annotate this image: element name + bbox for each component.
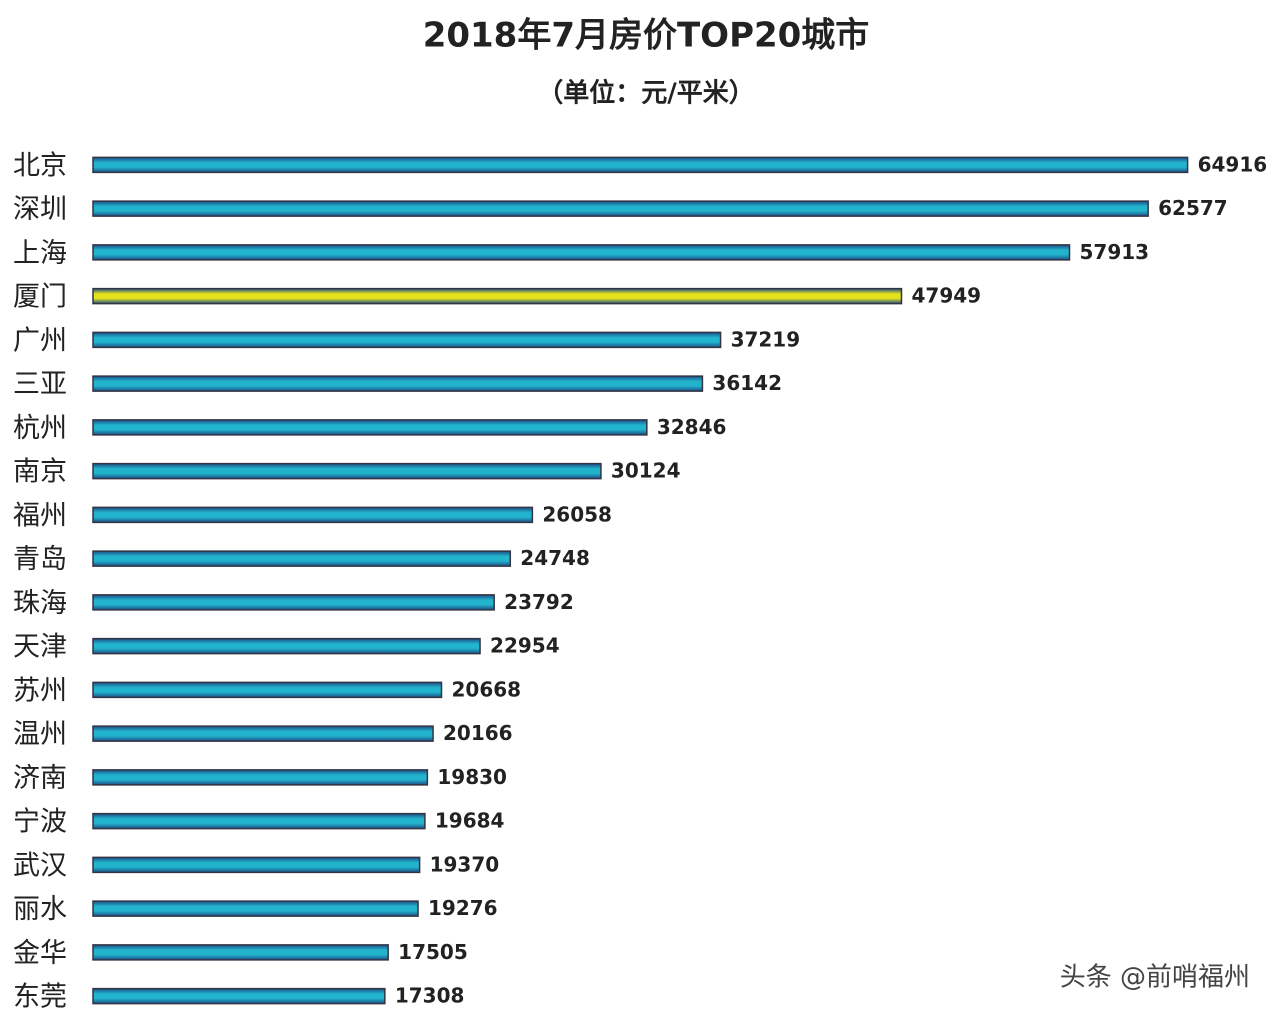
category-label: 福州 bbox=[13, 500, 67, 531]
value-label: 19276 bbox=[428, 896, 498, 920]
category-label: 宁波 bbox=[13, 807, 67, 838]
category-label: 青岛 bbox=[13, 544, 67, 575]
category-label: 天津 bbox=[13, 632, 67, 663]
category-label: 北京 bbox=[13, 150, 67, 181]
value-label: 23792 bbox=[504, 590, 574, 614]
category-label: 苏州 bbox=[13, 675, 67, 706]
category-label: 深圳 bbox=[13, 194, 67, 225]
value-label: 19370 bbox=[430, 852, 500, 876]
bar bbox=[92, 419, 648, 436]
bar bbox=[92, 725, 434, 742]
bar bbox=[92, 856, 421, 874]
category-label: 东莞 bbox=[13, 982, 67, 1013]
bar bbox=[92, 200, 1149, 217]
category-label: 上海 bbox=[13, 238, 67, 269]
bar bbox=[92, 900, 419, 917]
category-label: 杭州 bbox=[13, 413, 67, 444]
bar bbox=[92, 156, 1189, 174]
value-label: 30124 bbox=[611, 459, 681, 483]
value-label: 32846 bbox=[657, 415, 727, 439]
value-label: 37219 bbox=[731, 327, 801, 351]
category-label: 珠海 bbox=[13, 588, 67, 619]
bar bbox=[92, 506, 534, 524]
category-label: 金华 bbox=[13, 938, 67, 969]
value-label: 57913 bbox=[1080, 240, 1150, 264]
bar bbox=[92, 331, 722, 349]
value-label: 24748 bbox=[520, 546, 590, 570]
category-label: 三亚 bbox=[13, 369, 67, 400]
category-label: 厦门 bbox=[13, 282, 67, 313]
bar bbox=[92, 681, 443, 699]
value-label: 26058 bbox=[542, 502, 612, 526]
watermark: 头条 @前哨福州 bbox=[1060, 963, 1250, 993]
bar bbox=[92, 944, 389, 961]
value-label: 62577 bbox=[1158, 196, 1228, 220]
bar bbox=[92, 987, 386, 1005]
bar bbox=[92, 244, 1071, 261]
chart-title: 2018年7月房价TOP20城市 bbox=[423, 16, 870, 56]
category-label: 温州 bbox=[13, 719, 67, 750]
value-label: 19830 bbox=[437, 765, 507, 789]
bar bbox=[92, 637, 481, 655]
value-label: 19684 bbox=[435, 809, 505, 833]
bar bbox=[92, 550, 512, 567]
bar bbox=[92, 462, 602, 480]
value-label: 64916 bbox=[1198, 152, 1268, 176]
bar bbox=[92, 287, 903, 305]
category-label: 南京 bbox=[13, 457, 67, 488]
value-label: 36142 bbox=[712, 371, 782, 395]
bar bbox=[92, 594, 495, 611]
value-label: 20166 bbox=[443, 721, 513, 745]
category-label: 武汉 bbox=[13, 850, 67, 881]
value-label: 20668 bbox=[451, 677, 521, 701]
value-label: 47949 bbox=[911, 284, 981, 308]
bar bbox=[92, 769, 429, 786]
bar bbox=[92, 375, 704, 392]
value-label: 17505 bbox=[398, 940, 468, 964]
chart-subtitle: （单位：元/平米） bbox=[537, 78, 755, 109]
category-label: 济南 bbox=[13, 763, 67, 794]
value-label: 22954 bbox=[490, 634, 560, 658]
bar bbox=[92, 812, 426, 830]
category-label: 丽水 bbox=[13, 894, 67, 925]
category-label: 广州 bbox=[13, 325, 67, 356]
value-label: 17308 bbox=[395, 984, 465, 1008]
